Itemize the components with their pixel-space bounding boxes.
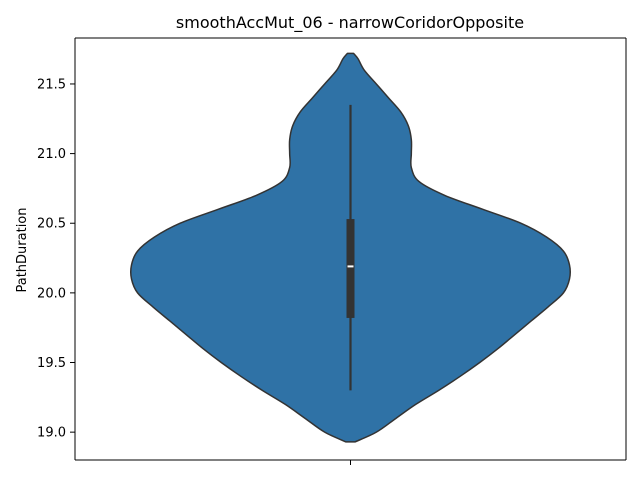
y-tick-label: 19.0 bbox=[37, 426, 66, 441]
y-tick-label: 21.5 bbox=[37, 77, 66, 92]
y-ticks: 19.0 19.5 20.0 20.5 21.0 21.5 bbox=[37, 77, 75, 441]
y-tick-label: 20.5 bbox=[37, 217, 66, 232]
iqr-box bbox=[346, 219, 355, 318]
y-tick-label: 21.0 bbox=[37, 147, 66, 162]
y-axis-label: PathDuration bbox=[15, 207, 30, 292]
axes bbox=[74, 37, 627, 465]
violin-group bbox=[129, 52, 572, 443]
y-tick-label: 19.5 bbox=[37, 356, 66, 371]
y-tick-label: 20.0 bbox=[37, 286, 66, 301]
chart-title: smoothAccMut_06 - narrowCoridorOpposite bbox=[176, 13, 524, 33]
